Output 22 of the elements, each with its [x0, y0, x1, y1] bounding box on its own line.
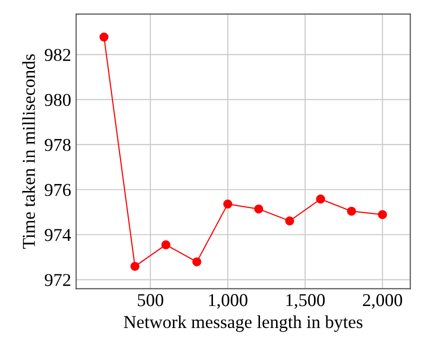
y-tick-label: 972 [44, 274, 70, 286]
point [192, 257, 202, 266]
point [223, 200, 232, 209]
x-axis-title: Network message length in bytes [124, 315, 362, 332]
y-tick-label: 978 [44, 138, 71, 152]
point [347, 206, 356, 216]
point [161, 240, 170, 250]
y-tick-label: 980 [44, 94, 71, 106]
y-tick-label: 974 [44, 228, 71, 242]
x-tick-label: 2,000 [362, 294, 402, 309]
x-tick-label: 1,000 [209, 294, 248, 309]
y-axis-title: Time taken in milliseconds [22, 54, 35, 249]
point [378, 210, 387, 220]
x-tick-label: 500 [138, 294, 164, 306]
y-tick-label: 982 [44, 48, 70, 62]
point [316, 194, 326, 204]
x-tick-label: 1,500 [286, 294, 325, 309]
point [130, 262, 140, 271]
point [285, 216, 294, 226]
point [99, 32, 108, 42]
y-tick-label: 976 [44, 184, 71, 196]
point [254, 204, 264, 214]
